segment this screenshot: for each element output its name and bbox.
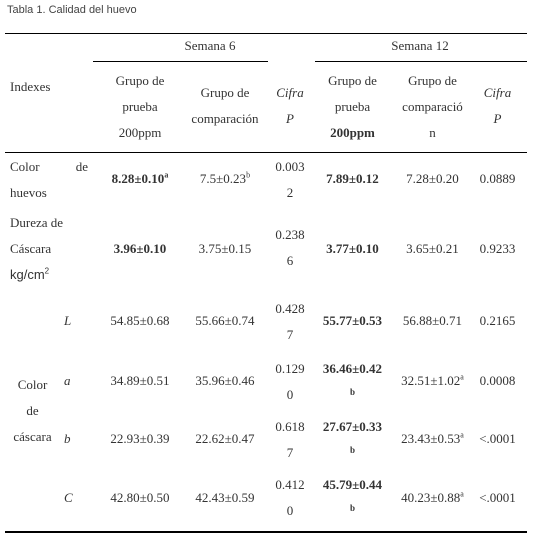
- egg-color-p-w12: 0.0889: [479, 171, 516, 186]
- hardness-p-w12: 0.9233: [479, 241, 516, 256]
- a-p-w6: 0.129 0: [275, 361, 305, 402]
- week12-header: Semana 12: [391, 38, 449, 53]
- group-header-rule-w12: [315, 61, 527, 62]
- L-p-w6: 0.428 7: [275, 301, 305, 342]
- L-test-w12: 55.77±0.53: [322, 313, 383, 328]
- test-group-header-w12: Grupo de prueba 200ppm: [328, 73, 377, 140]
- C-comp-w6: 42.43±0.59: [195, 490, 255, 505]
- sub-label-C: C: [64, 490, 73, 505]
- table-caption: Tabla 1. Calidad del huevo: [7, 4, 137, 16]
- header-bottom-rule: [5, 152, 527, 153]
- egg-color-comp-w6: 7.5±0.23b: [199, 170, 251, 186]
- egg-color-test-w6: 8.28±0.10a: [111, 170, 169, 186]
- comparison-group-header-w6: Grupo de comparación: [191, 85, 259, 126]
- egg-color-comp-w12: 7.28±0.20: [406, 171, 459, 186]
- hardness-test-w6: 3.96±0.10: [113, 241, 167, 256]
- a-p-w12: 0.0008: [479, 373, 516, 388]
- b-comp-w12: 23.43±0.53a: [401, 430, 464, 446]
- indexes-header: Indexes: [10, 79, 51, 94]
- L-comp-w6: 55.66±0.74: [195, 313, 255, 328]
- comparison-group-header-w12: Grupo de comparació n: [402, 73, 463, 140]
- sub-label-L: L: [64, 313, 72, 328]
- row-label-egg-color: Color de huevos: [10, 159, 88, 200]
- sub-label-a: a: [64, 373, 71, 388]
- row-label-shell-color: Color de cáscara: [13, 377, 52, 444]
- row-label-shell-hardness: Dureza de Cáscara kg/cm2: [10, 215, 64, 282]
- C-test-w6: 42.80±0.50: [110, 490, 170, 505]
- a-comp-w12: 32.51±1.02a: [401, 372, 464, 388]
- cifra-p-header-w6: Cifra P: [276, 85, 304, 126]
- table-bottom-rule: [5, 531, 527, 533]
- C-p-w12: <.0001: [479, 490, 516, 505]
- a-test-w6: 34.89±0.51: [110, 373, 170, 388]
- table-top-rule: [5, 33, 527, 34]
- C-comp-w12: 40.23±0.88a: [401, 489, 464, 505]
- sub-label-b: b: [64, 431, 71, 446]
- hardness-comp-w6: 3.75±0.15: [198, 241, 252, 256]
- hardness-comp-w12: 3.65±0.21: [406, 241, 459, 256]
- b-comp-w6: 22.62±0.47: [195, 431, 255, 446]
- week6-header: Semana 6: [184, 38, 236, 53]
- test-group-header-w6: Grupo de prueba 200ppm: [115, 73, 165, 140]
- L-test-w6: 54.85±0.68: [110, 313, 170, 328]
- egg-color-p-w6: 0.003 2: [275, 159, 305, 200]
- group-header-rule: [93, 61, 268, 62]
- b-p-w6: 0.618 7: [275, 419, 305, 460]
- b-p-w12: <.0001: [479, 431, 516, 446]
- hardness-test-w12: 3.77±0.10: [326, 241, 379, 256]
- hardness-p-w6: 0.238 6: [275, 227, 305, 268]
- C-p-w6: 0.412 0: [275, 477, 305, 518]
- L-p-w12: 0.2165: [479, 313, 516, 328]
- b-test-w6: 22.93±0.39: [110, 431, 170, 446]
- C-test-w12: 45.79±0.44 b: [322, 477, 383, 513]
- a-test-w12: 36.46±0.42 b: [322, 361, 383, 397]
- a-comp-w6: 35.96±0.46: [195, 373, 255, 388]
- egg-color-test-w12: 7.89±0.12: [326, 171, 379, 186]
- L-comp-w12: 56.88±0.71: [402, 313, 463, 328]
- cifra-p-header-w12: Cifra P: [483, 85, 512, 126]
- b-test-w12: 27.67±0.33 b: [322, 419, 383, 455]
